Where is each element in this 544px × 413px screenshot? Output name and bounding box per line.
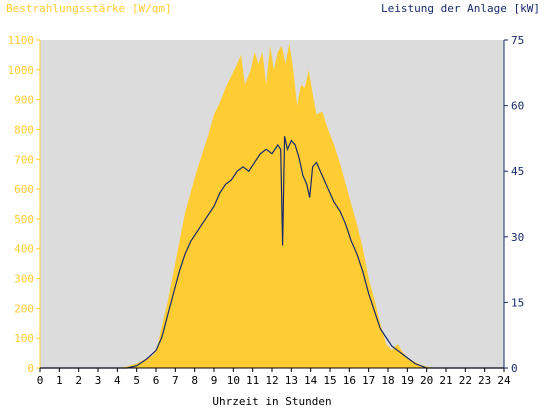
right-tick-label: 60 xyxy=(511,100,524,113)
x-tick-label: 3 xyxy=(95,374,102,387)
left-tick-label: 800 xyxy=(14,123,34,136)
right-tick-label: 30 xyxy=(511,231,524,244)
x-tick-label: 17 xyxy=(362,374,375,387)
x-tick-label: 18 xyxy=(381,374,394,387)
x-tick-label: 13 xyxy=(285,374,298,387)
left-tick-label: 1100 xyxy=(8,34,35,47)
irradiance-area xyxy=(40,42,504,368)
x-axis-title: Uhrzeit in Stunden xyxy=(212,395,331,408)
x-tick-label: 24 xyxy=(497,374,511,387)
x-tick-label: 15 xyxy=(323,374,336,387)
axes-layer: 0100200300400500600700800900100011000153… xyxy=(8,34,525,387)
x-tick-label: 23 xyxy=(478,374,491,387)
x-tick-label: 14 xyxy=(304,374,318,387)
x-tick-label: 6 xyxy=(153,374,160,387)
x-tick-label: 12 xyxy=(265,374,278,387)
left-tick-label: 400 xyxy=(14,243,34,256)
power-line-layer xyxy=(40,136,504,369)
x-tick-label: 11 xyxy=(246,374,259,387)
x-tick-label: 21 xyxy=(439,374,452,387)
irradiance-area-layer xyxy=(40,42,504,368)
x-tick-label: 2 xyxy=(75,374,82,387)
x-tick-label: 9 xyxy=(211,374,218,387)
right-axis-title: Leistung der Anlage [kW] xyxy=(381,2,540,15)
left-tick-label: 900 xyxy=(14,94,34,107)
left-tick-label: 500 xyxy=(14,213,34,226)
right-tick-label: 15 xyxy=(511,296,524,309)
x-tick-label: 7 xyxy=(172,374,179,387)
x-tick-label: 20 xyxy=(420,374,433,387)
x-tick-label: 22 xyxy=(459,374,472,387)
x-tick-label: 10 xyxy=(227,374,240,387)
left-axis-title: Bestrahlungsstärke [W/qm] xyxy=(6,2,172,15)
left-tick-label: 600 xyxy=(14,183,34,196)
right-tick-label: 45 xyxy=(511,165,524,178)
left-tick-label: 1000 xyxy=(8,64,35,77)
x-tick-label: 19 xyxy=(401,374,414,387)
left-tick-label: 300 xyxy=(14,273,34,286)
left-tick-label: 700 xyxy=(14,153,34,166)
power-line xyxy=(40,136,504,369)
x-tick-label: 1 xyxy=(56,374,63,387)
x-tick-label: 16 xyxy=(343,374,356,387)
x-tick-label: 4 xyxy=(114,374,121,387)
x-tick-label: 0 xyxy=(37,374,44,387)
left-tick-label: 100 xyxy=(14,332,34,345)
left-tick-label: 0 xyxy=(27,362,34,375)
left-tick-label: 200 xyxy=(14,302,34,315)
x-tick-label: 5 xyxy=(133,374,140,387)
right-tick-label: 75 xyxy=(511,34,524,47)
right-tick-label: 0 xyxy=(511,362,518,375)
x-tick-label: 8 xyxy=(191,374,198,387)
